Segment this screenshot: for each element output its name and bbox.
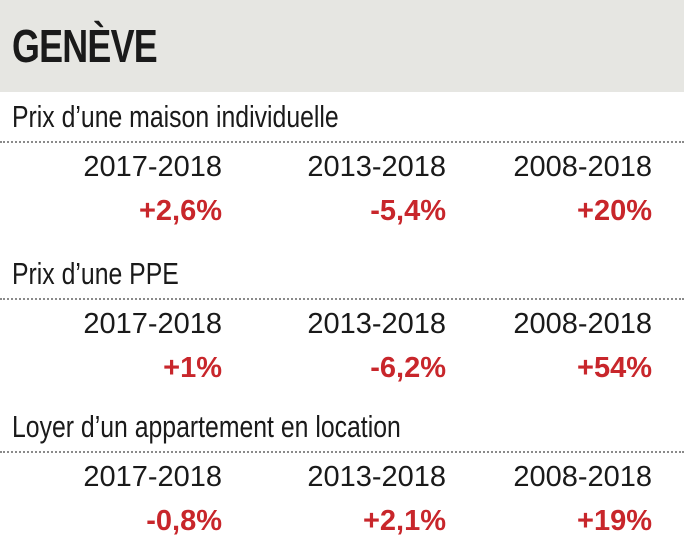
dotted-divider [0, 451, 684, 453]
section-title: Loyer d’un appartement en location [12, 409, 401, 444]
change-value: +19% [577, 505, 652, 537]
change-value: -5,4% [370, 195, 446, 227]
dotted-divider [0, 298, 684, 300]
change-value: +2,1% [362, 505, 446, 537]
period-label: 2008-2018 [513, 308, 652, 340]
change-value: +20% [577, 195, 652, 227]
change-value: +1% [163, 352, 222, 384]
period-label: 2013-2018 [307, 308, 446, 340]
period-label: 2017-2018 [83, 461, 222, 493]
change-value: -0,8% [146, 505, 222, 537]
section-title: Prix d’une PPE [12, 256, 179, 291]
period-label: 2008-2018 [513, 151, 652, 183]
period-label: 2013-2018 [307, 461, 446, 493]
section-title: Prix d’une maison individuelle [12, 99, 339, 134]
header-banner: GENÈVE [0, 0, 684, 92]
period-label: 2017-2018 [83, 308, 222, 340]
page-title: GENÈVE [12, 20, 158, 72]
change-value: -6,2% [370, 352, 446, 384]
dotted-divider [0, 141, 684, 143]
period-label: 2008-2018 [513, 461, 652, 493]
period-label: 2013-2018 [307, 151, 446, 183]
change-value: +54% [577, 352, 652, 384]
period-label: 2017-2018 [83, 151, 222, 183]
change-value: +2,6% [138, 195, 222, 227]
